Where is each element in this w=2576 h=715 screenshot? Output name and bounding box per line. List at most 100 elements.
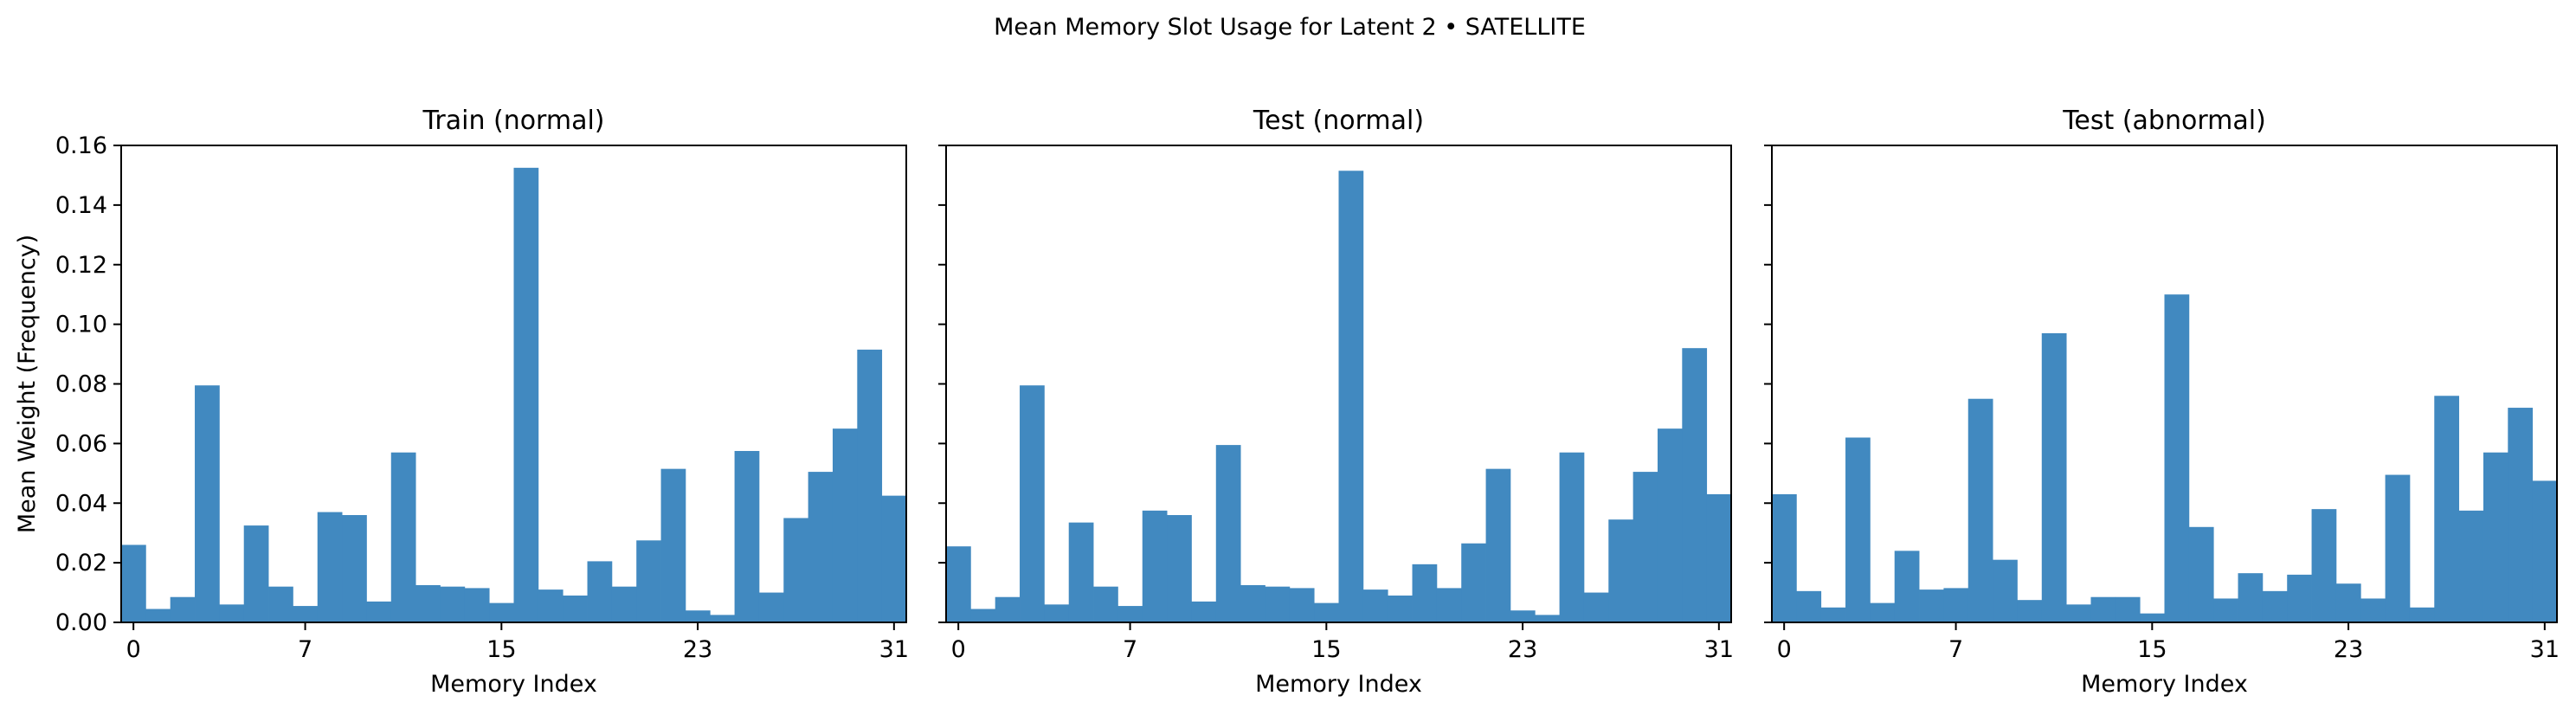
- bar-slot-20: [611, 586, 637, 622]
- bar-slot-27: [1608, 519, 1634, 622]
- bar-slot-5: [243, 525, 269, 622]
- bar-slot-20: [1436, 588, 1462, 622]
- panel-test-normal: Test (normal) 0 7 15 23 31 Memory Index: [938, 106, 1734, 698]
- bar-slot-21: [1461, 543, 1486, 622]
- bar-slot-22: [1485, 468, 1511, 622]
- bar-slot-21: [2287, 574, 2312, 622]
- bar-slot-31: [881, 495, 907, 622]
- x-tick-label: 7: [1948, 636, 1963, 663]
- bar-slot-13: [2090, 596, 2116, 622]
- bar-slot-19: [1412, 564, 1438, 622]
- bar-slot-7: [1943, 588, 1969, 622]
- x-tick-label: 23: [1508, 636, 1537, 663]
- y-tick-label: 0.04: [55, 490, 107, 517]
- bar-slot-0: [946, 546, 971, 622]
- bar-slot-26: [2409, 607, 2435, 622]
- bar-slot-6: [1093, 586, 1118, 622]
- bar-slot-5: [1894, 551, 1920, 622]
- bar-slot-4: [1870, 602, 1896, 622]
- bar-slot-23: [685, 610, 711, 622]
- y-tick-label: 0.12: [55, 252, 107, 279]
- bar-slot-26: [758, 592, 784, 622]
- x-tick-label: 15: [1311, 636, 1341, 663]
- x-tick-label: 7: [1123, 636, 1137, 663]
- bar-slot-27: [783, 518, 809, 622]
- x-tick-label: 23: [683, 636, 712, 663]
- bar-slot-17: [1362, 589, 1388, 622]
- bar-slot-29: [832, 428, 858, 622]
- x-tick-label: 31: [879, 636, 909, 663]
- y-tick-label: 0.08: [55, 371, 107, 398]
- bar-slot-23: [2335, 583, 2361, 622]
- bar-slot-25: [1559, 452, 1585, 622]
- bar-slot-22: [660, 468, 686, 622]
- panel-test-abnormal: Test (abnormal) 0 7 15 23 31 Memory Index: [1764, 106, 2560, 698]
- bar-slot-21: [636, 540, 661, 622]
- bars-group: [121, 167, 907, 622]
- bar-slot-25: [2385, 474, 2411, 622]
- panel-title: Test (abnormal): [2062, 106, 2266, 136]
- bar-slot-14: [1289, 588, 1315, 622]
- x-ticks: 0 7 15 23 31: [126, 622, 909, 663]
- y-ticks: [938, 145, 946, 623]
- bar-slot-2: [995, 596, 1021, 622]
- bar-slot-30: [1682, 348, 1708, 622]
- x-tick-label: 23: [2334, 636, 2363, 663]
- bar-slot-6: [1919, 589, 1944, 622]
- bar-slot-16: [513, 167, 539, 622]
- bar-slot-10: [1191, 601, 1217, 622]
- x-tick-label: 0: [1777, 636, 1792, 663]
- bar-slot-0: [121, 544, 146, 622]
- bar-slot-24: [1535, 615, 1560, 622]
- bars-group: [946, 171, 1732, 623]
- bar-slot-9: [1167, 515, 1192, 622]
- bar-slot-18: [2213, 598, 2238, 622]
- bar-slot-28: [2458, 510, 2484, 622]
- bar-slot-24: [2360, 598, 2386, 622]
- bar-slot-20: [2262, 590, 2288, 622]
- bar-slot-5: [1068, 522, 1094, 622]
- bar-slot-10: [366, 601, 392, 622]
- bar-slot-8: [1967, 398, 1993, 622]
- x-tick-label: 31: [2530, 636, 2560, 663]
- bar-slot-11: [390, 452, 416, 622]
- bar-slot-31: [2532, 480, 2558, 622]
- bar-slot-15: [489, 602, 514, 622]
- y-ticks: 0.00 0.02 0.04 0.06 0.08 0.10 0.12 0.14 0.16: [55, 132, 121, 636]
- bar-slot-2: [170, 596, 196, 622]
- bar-slot-4: [1044, 604, 1070, 622]
- bars-group: [1772, 294, 2558, 622]
- x-tick-label: 15: [486, 636, 516, 663]
- bar-slot-31: [1706, 493, 1732, 622]
- y-tick-label: 0.16: [55, 132, 107, 159]
- bar-slot-0: [1772, 493, 1797, 622]
- bar-slot-1: [970, 609, 996, 622]
- y-axis-label: Mean Weight (Frequency): [14, 235, 41, 533]
- bar-slot-16: [1338, 171, 1364, 623]
- plot-frame: [1771, 145, 2558, 623]
- y-tick-label: 0.02: [55, 550, 107, 577]
- y-tick-label: 0.00: [55, 609, 107, 636]
- plot-frame: [945, 145, 1732, 623]
- bar-slot-17: [2188, 526, 2214, 622]
- bar-slot-14: [2115, 596, 2141, 622]
- bar-slot-19: [587, 561, 613, 622]
- x-ticks: 0 7 15 23 31: [951, 622, 1734, 663]
- x-tick-label: 31: [1704, 636, 1734, 663]
- bar-slot-26: [1583, 592, 1609, 622]
- bar-slot-12: [1240, 584, 1265, 622]
- bar-slot-4: [219, 604, 245, 622]
- bar-slot-22: [2311, 509, 2337, 622]
- bar-slot-29: [1657, 428, 1683, 622]
- bar-slot-13: [440, 586, 466, 622]
- bar-slot-8: [1142, 510, 1168, 622]
- plot-frame: [120, 145, 907, 623]
- y-tick-label: 0.10: [55, 312, 107, 338]
- bar-slot-11: [2041, 332, 2067, 622]
- bar-slot-27: [2434, 396, 2460, 622]
- figure-title: Mean Memory Slot Usage for Latent 2 • SA…: [994, 14, 1586, 41]
- bar-slot-14: [464, 588, 490, 622]
- panel-train-normal: Train (normal) 0 7 15 23 31 0.00 0.02 0.04 0.06…: [14, 106, 909, 698]
- x-tick-label: 0: [126, 636, 141, 663]
